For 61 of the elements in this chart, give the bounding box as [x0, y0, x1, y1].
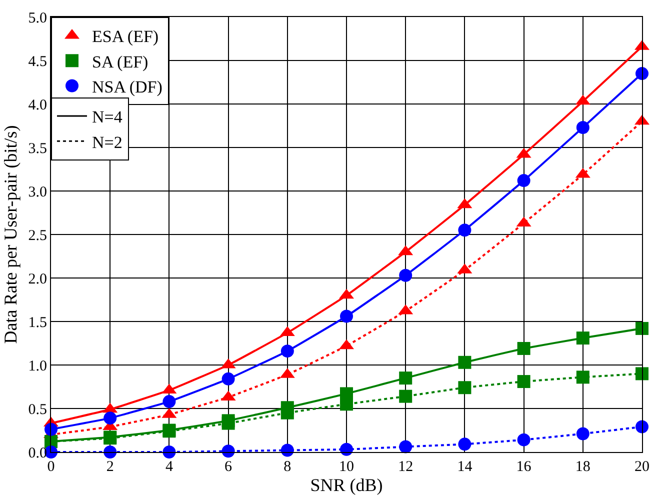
x-tick-label: 6	[224, 459, 233, 475]
legend-label: SA (EF)	[92, 52, 148, 72]
y-tick-label: 0.5	[28, 402, 47, 418]
point	[399, 440, 412, 454]
point	[280, 406, 294, 420]
point	[399, 390, 412, 403]
point	[340, 442, 353, 456]
point	[222, 416, 235, 430]
point	[162, 395, 176, 408]
point	[44, 422, 58, 436]
point	[162, 446, 176, 458]
point	[458, 356, 472, 369]
y-tick-label: 3.5	[28, 140, 47, 157]
y-axis-title: Data Rate per User-pair (bit/s)	[0, 125, 20, 344]
x-tick-label: 20	[634, 459, 650, 475]
point	[576, 120, 590, 134]
point	[222, 444, 235, 458]
point	[458, 381, 472, 394]
point	[458, 438, 472, 451]
point	[576, 427, 590, 440]
x-tick-label: 14	[457, 459, 473, 475]
annotation: N=2	[92, 132, 122, 152]
legend-label: NSA (DF)	[92, 77, 162, 96]
x-tick-label: 0	[47, 459, 55, 475]
y-tick-label: 2.5	[28, 228, 47, 244]
point	[340, 310, 353, 323]
point	[458, 224, 472, 237]
y-tick-label: 3.0	[28, 184, 47, 200]
point	[222, 372, 235, 386]
x-tick-label: 12	[398, 459, 414, 475]
x-tick-label: 18	[575, 459, 590, 475]
point	[280, 344, 294, 358]
point	[399, 268, 412, 282]
point	[399, 372, 412, 385]
point	[517, 342, 530, 355]
x-axis-title: SNR (dB)	[310, 475, 383, 496]
point	[636, 322, 648, 335]
point	[517, 174, 530, 188]
x-tick-label: 8	[284, 459, 292, 475]
x-tick-label: 10	[339, 459, 354, 475]
x-tick-label: 2	[106, 459, 114, 475]
point	[576, 332, 590, 345]
legend-label: ESA (EF)	[92, 27, 159, 46]
y-tick-label: 1.0	[28, 358, 47, 374]
y-tick-label: 2.0	[28, 271, 47, 288]
point	[636, 420, 648, 434]
point	[517, 433, 530, 446]
y-tick-label: 5.0	[28, 10, 47, 26]
point	[576, 370, 590, 384]
point	[104, 446, 117, 458]
point	[280, 444, 294, 457]
y-tick-label: 4.5	[28, 54, 47, 70]
point	[104, 412, 117, 425]
annotation: N=4	[92, 108, 123, 127]
y-tick-label: 4.0	[28, 97, 47, 114]
x-tick-label: 16	[516, 459, 532, 475]
y-tick-label: 0.0	[28, 445, 47, 462]
x-tick-label: 4	[165, 459, 174, 475]
y-tick-label: 1.5	[28, 314, 47, 331]
point	[636, 367, 648, 380]
point	[517, 375, 530, 388]
